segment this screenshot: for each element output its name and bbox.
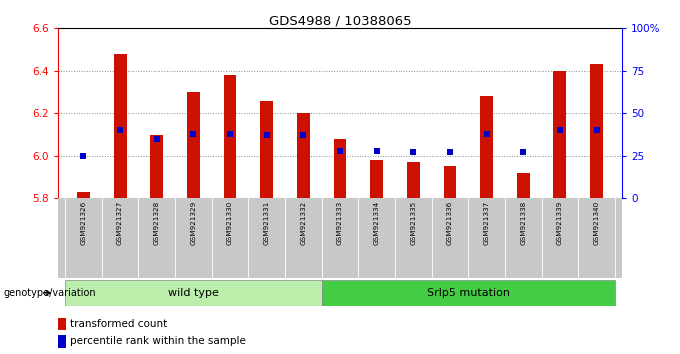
Text: percentile rank within the sample: percentile rank within the sample [70, 336, 246, 346]
Text: transformed count: transformed count [70, 319, 167, 329]
Bar [517, 173, 530, 198]
Text: GSM921326: GSM921326 [80, 201, 86, 245]
Bar [58, 335, 65, 348]
Text: GSM921330: GSM921330 [227, 201, 233, 245]
Bar [407, 162, 420, 198]
Text: GSM921336: GSM921336 [447, 201, 453, 245]
Text: GSM921328: GSM921328 [154, 201, 160, 245]
Text: GSM921340: GSM921340 [594, 201, 600, 245]
Bar [370, 160, 383, 198]
Bar [187, 92, 200, 198]
Text: GSM921338: GSM921338 [520, 201, 526, 245]
Text: GSM921339: GSM921339 [557, 201, 563, 245]
Bar [114, 54, 126, 198]
Text: wild type: wild type [168, 288, 219, 298]
Text: GSM921333: GSM921333 [337, 201, 343, 245]
Bar [554, 71, 566, 198]
Bar [443, 166, 456, 198]
Text: genotype/variation: genotype/variation [3, 288, 96, 298]
Text: GSM921327: GSM921327 [117, 201, 123, 245]
Bar [480, 96, 493, 198]
Bar [224, 75, 237, 198]
Text: GSM921329: GSM921329 [190, 201, 197, 245]
Text: GSM921337: GSM921337 [483, 201, 490, 245]
Text: GSM921331: GSM921331 [264, 201, 270, 245]
Bar [65, 280, 322, 306]
Bar [150, 135, 163, 198]
Bar [297, 113, 310, 198]
Bar [58, 318, 65, 330]
Bar [77, 192, 90, 198]
Bar [260, 101, 273, 198]
Text: Srlp5 mutation: Srlp5 mutation [427, 288, 510, 298]
Bar [322, 280, 615, 306]
Text: GSM921335: GSM921335 [410, 201, 416, 245]
Text: GDS4988 / 10388065: GDS4988 / 10388065 [269, 14, 411, 27]
Bar [590, 64, 603, 198]
Text: GSM921334: GSM921334 [373, 201, 379, 245]
Bar [334, 139, 346, 198]
Text: GSM921332: GSM921332 [301, 201, 307, 245]
